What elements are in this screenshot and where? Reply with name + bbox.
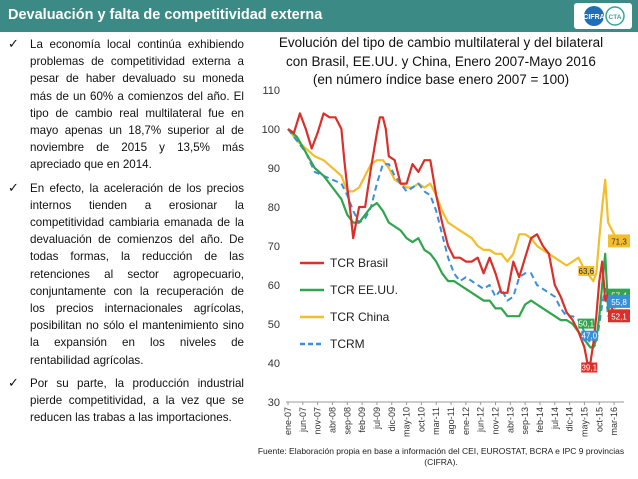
- y-tick-label: 70: [268, 241, 280, 253]
- min-label-china: 63,6: [579, 267, 595, 276]
- chart-title-line: con Brasil, EE.UU. y China, Enero 2007-M…: [286, 53, 596, 69]
- x-tick-label: abr-08: [327, 407, 337, 433]
- logo-text-cta: CTA: [609, 14, 622, 21]
- y-tick-label: 110: [262, 86, 280, 97]
- y-tick-label: 80: [268, 202, 280, 214]
- x-tick-label: may-10: [402, 407, 412, 437]
- y-axis: 30 40 50 60 70 80 90 100 110: [262, 86, 280, 409]
- x-tick-label: jul-09: [372, 407, 382, 430]
- x-tick-label: oct-10: [416, 407, 426, 432]
- bullet-item: ✓ En efecto, la aceleración de los preci…: [8, 180, 244, 369]
- x-tick-label: nov-07: [313, 407, 323, 435]
- checkmark-icon: ✓: [8, 37, 19, 52]
- checkmark-icon: ✓: [8, 375, 19, 391]
- bullet-list: ✓ La economía local continúa exhibiendo …: [8, 36, 244, 432]
- end-label-china: 71,3: [611, 237, 627, 246]
- min-label-tcrm: 47,0: [581, 332, 597, 341]
- chart-legend: TCR Brasil TCR EE.UU. TCR China TCRM: [300, 256, 398, 351]
- y-tick-label: 60: [268, 280, 280, 292]
- series-line-china: [287, 128, 621, 283]
- legend-label-china: TCR China: [330, 310, 390, 324]
- bullet-text: Por su parte, la producción industrial p…: [30, 376, 244, 425]
- x-tick-label: nov-12: [491, 407, 501, 435]
- value-labels: 71,357,455,852,163,650,147,039,1: [578, 234, 630, 373]
- x-axis: ene-07 jun-07 nov-07 abr-08 sep-08 feb-09 jul-…: [283, 401, 624, 437]
- min-label-eeuu: 50,1: [579, 320, 595, 329]
- x-tick-label: dic-09: [387, 407, 397, 432]
- min-label-box-brasil: [581, 362, 598, 373]
- y-tick-label: 50: [268, 319, 280, 331]
- legend-label-tcrm: TCRM: [330, 337, 365, 351]
- y-tick-label: 90: [268, 163, 280, 175]
- x-tick-label: may-15: [579, 407, 589, 437]
- bullet-item: ✓ Por su parte, la producción industrial…: [8, 375, 244, 427]
- checkmark-icon: ✓: [8, 180, 19, 196]
- y-tick-label: 100: [262, 124, 280, 136]
- bullet-text: En efecto, la aceleración de los precios…: [30, 181, 244, 367]
- x-tick-label: jul-14: [550, 407, 560, 430]
- legend-label-brasil: TCR Brasil: [330, 256, 388, 270]
- logo-text-cifra: CIFRA: [583, 14, 604, 21]
- chart-source: Fuente: Elaboración propia en base a inf…: [257, 446, 625, 467]
- x-tick-label: sep-08: [342, 407, 352, 435]
- end-label-tcrm: 55,8: [611, 298, 627, 307]
- slide-title: Devaluación y falta de competitividad ex…: [8, 7, 323, 23]
- chart-title: Evolución del tipo de cambio multilatera…: [248, 34, 634, 90]
- x-tick-label: ene-07: [283, 407, 293, 435]
- bullet-text: La economía local continúa exhibiendo pr…: [30, 38, 244, 172]
- x-tick-label: ago-11: [446, 407, 456, 434]
- x-tick-label: feb-14: [535, 407, 545, 433]
- x-tick-label: jun-07: [298, 407, 308, 433]
- cifra-cta-logo: CIFRA CTA: [574, 3, 632, 29]
- series-lines: [287, 112, 621, 365]
- x-tick-label: abr-13: [505, 407, 515, 433]
- min-label-box-eeuu: [578, 318, 595, 329]
- x-tick-label: jun-12: [476, 407, 486, 433]
- min-label-box-tcrm: [581, 330, 598, 341]
- chart-title-line: (en número índice base enero 2007 = 100): [312, 72, 570, 87]
- end-label-box-brasil: [608, 309, 630, 323]
- header-bar: Devaluación y falta de competitividad ex…: [0, 0, 638, 32]
- end-label-brasil: 52,1: [611, 312, 627, 321]
- y-tick-label: 30: [268, 397, 280, 409]
- x-tick-label: oct-15: [594, 407, 604, 432]
- exchange-rate-chart: 30 40 50 60 70 80 90 100 110 ene-07 jun-07 nov-07 a…: [262, 86, 630, 437]
- min-label-box-china: [578, 265, 595, 276]
- bullet-item: ✓ La economía local continúa exhibiendo …: [8, 36, 244, 174]
- chart-title-line: Evolución del tipo de cambio multilatera…: [278, 35, 604, 50]
- series-line-brasil: [287, 112, 620, 365]
- x-tick-label: ene-12: [461, 407, 471, 435]
- end-label-box-china: [608, 234, 630, 248]
- x-tick-label: mar-16: [609, 407, 619, 436]
- legend-label-eeuu: TCR EE.UU.: [330, 283, 398, 297]
- y-tick-label: 40: [268, 358, 280, 370]
- x-tick-label: sep-13: [520, 407, 530, 435]
- end-label-box-tcrm: [608, 294, 630, 308]
- x-tick-label: feb-09: [357, 407, 367, 433]
- x-tick-label: dic-14: [565, 407, 575, 432]
- min-label-brasil: 39,1: [581, 364, 597, 373]
- x-tick-label: mar-11: [431, 407, 441, 435]
